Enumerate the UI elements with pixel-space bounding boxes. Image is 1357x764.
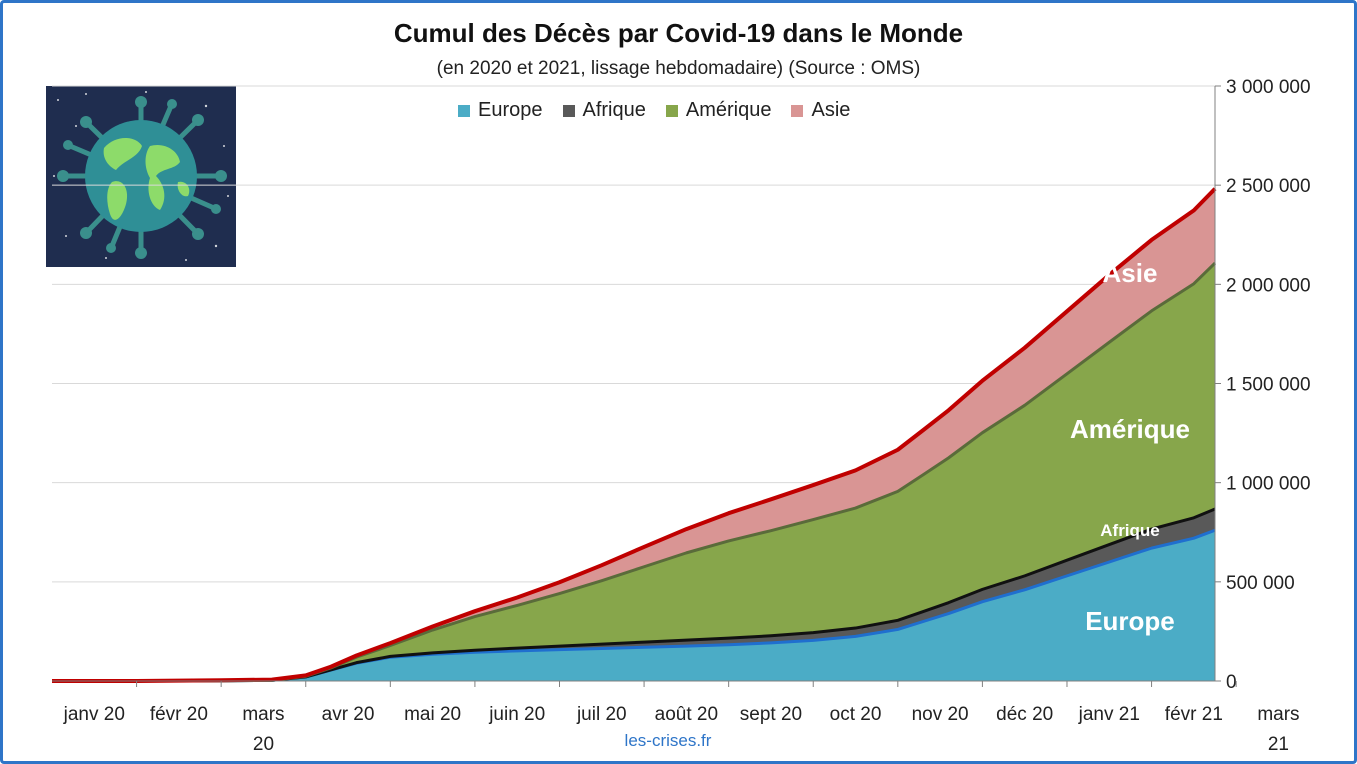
area-label-europe: Europe	[1085, 606, 1175, 636]
area-label-afrique: Afrique	[1100, 521, 1160, 540]
legend-label-asie: Asie	[811, 99, 851, 121]
area-label-amerique: Amérique	[1070, 414, 1190, 444]
x-tick-label-10: nov 20	[912, 704, 969, 725]
legend-item-asie: Asie	[791, 99, 850, 122]
chart-subtitle: (en 2020 et 2021, lissage hebdomadaire) …	[436, 58, 921, 79]
area-label-asie: Asie	[1103, 258, 1158, 288]
legend-item-amerique: Amérique	[665, 99, 772, 122]
legend-swatch-afrique	[562, 104, 575, 117]
x-tick-label-14-line-0: mars	[1257, 704, 1299, 725]
legend-swatch-europe	[458, 104, 470, 117]
x-tick-label-2-line-0: mars	[242, 704, 284, 725]
legend: Europe Afrique Amérique Asie	[458, 99, 850, 122]
x-tick-label-1: févr 20	[150, 704, 208, 725]
y-tick-label-0: 0	[1226, 672, 1237, 693]
x-tick-label-9: oct 20	[830, 704, 882, 725]
x-tick-label-4: mai 20	[404, 704, 461, 725]
chart-title: Cumul des Décès par Covid-19 dans le Mon…	[393, 18, 964, 48]
area-amerique	[52, 263, 1215, 681]
source-credit: les-crises.fr	[624, 731, 712, 750]
y-tick-label-2: 1 000 000	[1226, 474, 1311, 495]
x-tick-label-5: juin 20	[488, 704, 545, 725]
y-tick-label-3: 1 500 000	[1226, 375, 1311, 396]
y-tick-label-5: 2 500 000	[1226, 176, 1311, 197]
legend-item-afrique: Afrique	[562, 99, 646, 122]
y-tick-label-4: 2 000 000	[1226, 275, 1311, 296]
x-tick-label-7: août 20	[655, 704, 718, 725]
legend-label-afrique: Afrique	[582, 99, 646, 121]
x-tick-label-14-line-1: 21	[1268, 734, 1289, 755]
x-tick-label-6: juil 20	[576, 704, 627, 725]
x-tick-label-8: sept 20	[740, 704, 802, 725]
legend-item-europe: Europe	[458, 99, 543, 122]
area-europe	[52, 530, 1215, 681]
x-tick-label-0: janv 20	[63, 704, 125, 725]
x-tick-label-12: janv 21	[1078, 704, 1140, 725]
legend-label-amerique: Amérique	[685, 99, 772, 121]
line-asie	[52, 187, 1217, 683]
x-tick-label-13: févr 21	[1165, 704, 1223, 725]
legend-label-europe: Europe	[478, 99, 543, 121]
legend-swatch-asie	[791, 104, 804, 117]
y-tick-label-1: 500 000	[1226, 573, 1295, 594]
globe-virus-icon	[46, 86, 236, 267]
x-tick-label-2-line-1: 20	[253, 734, 274, 755]
legend-swatch-amerique	[665, 104, 678, 117]
x-tick-label-3: avr 20	[322, 704, 375, 725]
y-tick-label-6: 3 000 000	[1226, 77, 1311, 98]
x-tick-label-11: déc 20	[996, 704, 1053, 725]
